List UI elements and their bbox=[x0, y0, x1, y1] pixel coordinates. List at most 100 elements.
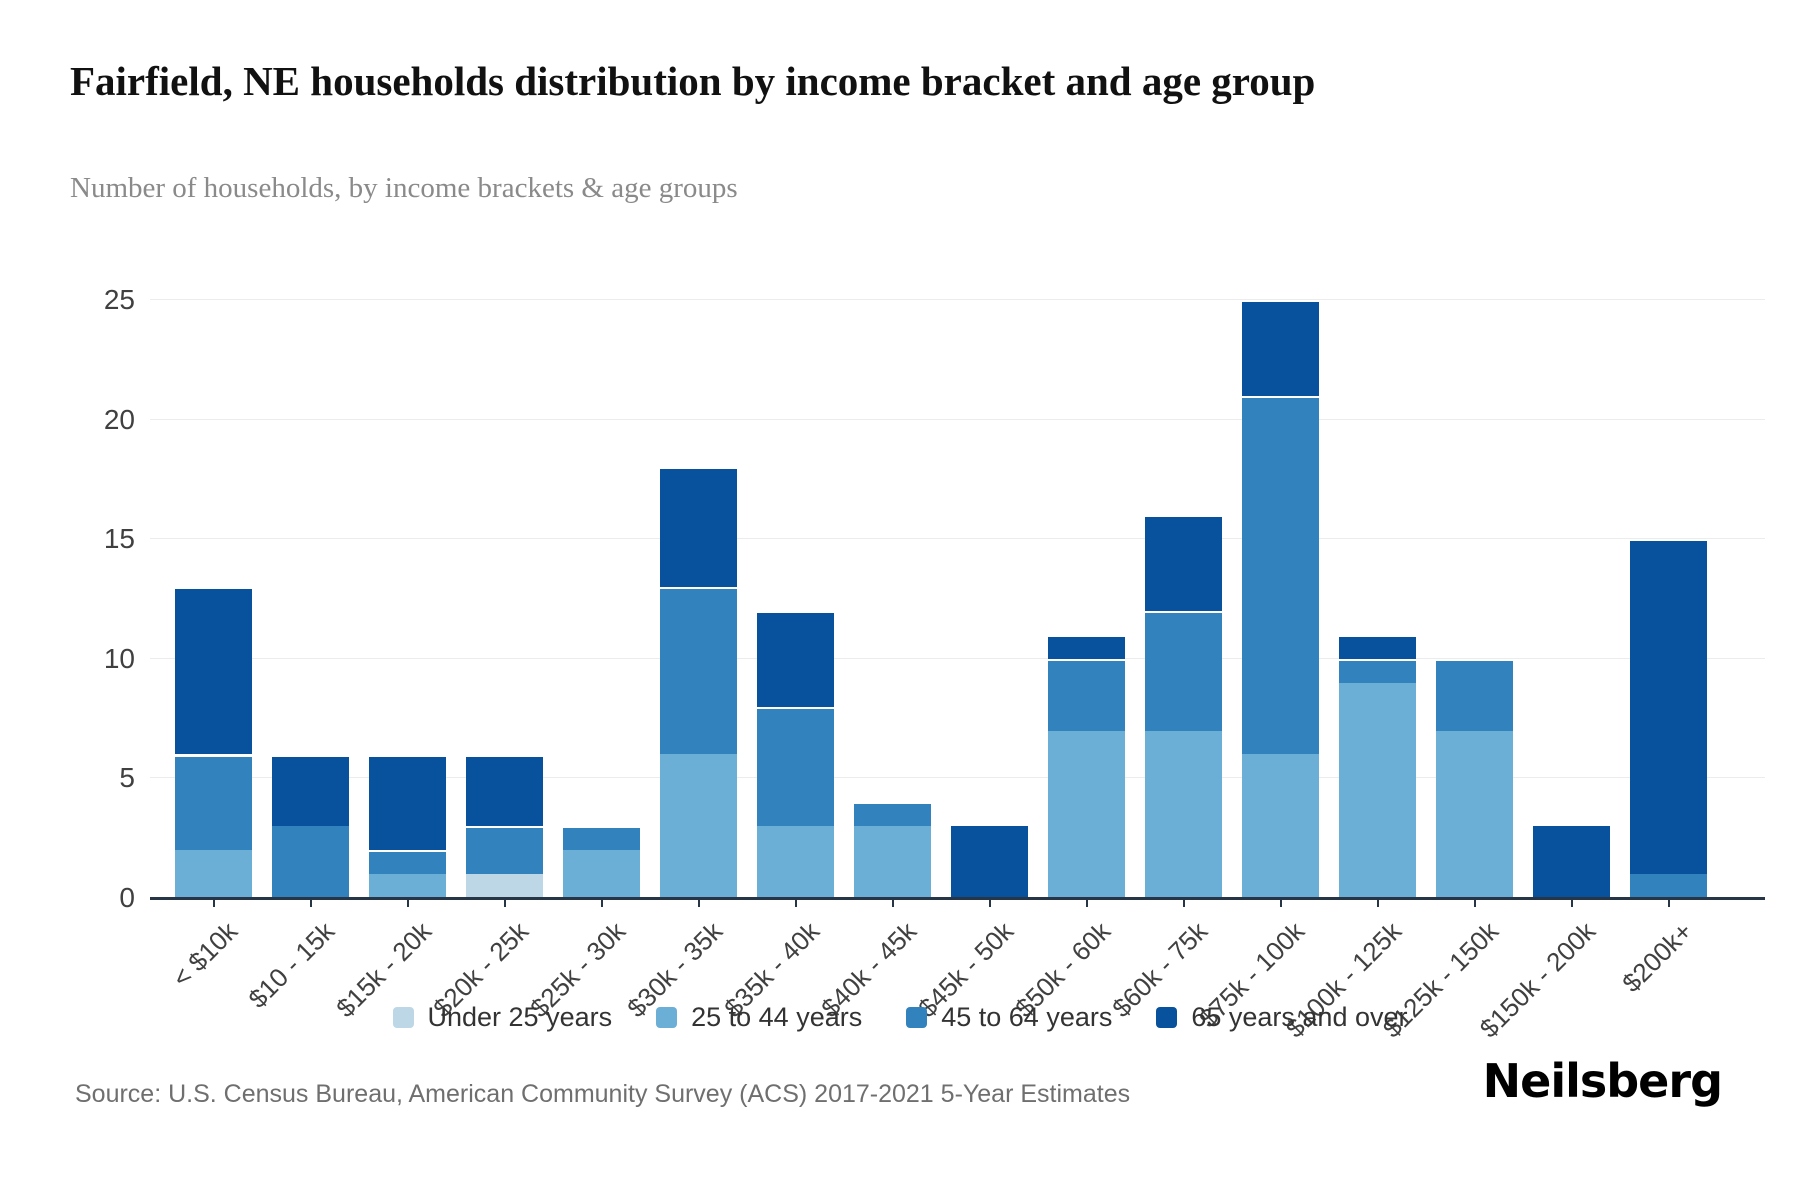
bar-segment-25-to-44-years[interactable] bbox=[1339, 682, 1416, 898]
bar-segment-45-to-64-years[interactable] bbox=[1048, 658, 1125, 731]
gridline-10 bbox=[150, 657, 1765, 659]
brand-logo: Neilsberg bbox=[1482, 1054, 1723, 1108]
bar-segment-25-to-44-years[interactable] bbox=[1145, 730, 1222, 898]
x-tick bbox=[794, 900, 797, 907]
x-tick bbox=[891, 900, 894, 907]
bar-segment-45-to-64-years[interactable] bbox=[175, 754, 252, 851]
bar-segment-45-to-64-years[interactable] bbox=[660, 587, 737, 755]
y-tick-label-5: 5 bbox=[119, 762, 135, 794]
x-tick bbox=[503, 900, 506, 907]
bar-$100k - 125k[interactable] bbox=[1339, 300, 1416, 898]
bar-segment-45-to-64-years[interactable] bbox=[466, 826, 543, 875]
bar-$15k - 20k[interactable] bbox=[369, 300, 446, 898]
bar-$25k - 30k[interactable] bbox=[563, 300, 640, 898]
bar-segment-65-years-and-over[interactable] bbox=[1630, 539, 1707, 875]
bar-$75k - 100k[interactable] bbox=[1242, 300, 1319, 898]
legend-item-25-to-44-years[interactable]: 25 to 44 years bbox=[656, 1002, 862, 1033]
y-tick-label-15: 15 bbox=[103, 523, 135, 555]
bar-segment-65-years-and-over[interactable] bbox=[175, 587, 252, 755]
bar-segment-65-years-and-over[interactable] bbox=[951, 826, 1028, 898]
gridline-20 bbox=[150, 418, 1765, 420]
legend-label: Under 25 years bbox=[427, 1002, 613, 1032]
bar-segment-65-years-and-over[interactable] bbox=[1145, 515, 1222, 611]
legend: Under 25 years 25 to 44 years 45 to 64 yea… bbox=[0, 1002, 1800, 1033]
bar-< $10k[interactable] bbox=[175, 300, 252, 898]
bar-segment-45-to-64-years[interactable] bbox=[1145, 610, 1222, 731]
page-title: Fairfield, NE households distribution by… bbox=[70, 58, 1316, 104]
bar-$150k - 200k[interactable] bbox=[1533, 300, 1610, 898]
x-tick bbox=[988, 900, 991, 907]
bar-segment-25-to-44-years[interactable] bbox=[1048, 730, 1125, 898]
bar-segment-45-to-64-years[interactable] bbox=[854, 802, 931, 827]
x-tick bbox=[1182, 900, 1185, 907]
bar-segment-45-to-64-years[interactable] bbox=[1339, 658, 1416, 683]
plot-area bbox=[150, 299, 1765, 907]
gridline-15 bbox=[150, 538, 1765, 540]
bar-$200k+[interactable] bbox=[1630, 300, 1707, 898]
bar-$60k - 75k[interactable] bbox=[1145, 300, 1222, 898]
bar-segment-45-to-64-years[interactable] bbox=[757, 706, 834, 827]
bar-segment-25-to-44-years[interactable] bbox=[563, 850, 640, 898]
bar-$30k - 35k[interactable] bbox=[660, 300, 737, 898]
legend-label: 65 years and over bbox=[1191, 1002, 1408, 1032]
bar-segment-45-to-64-years[interactable] bbox=[272, 826, 349, 898]
bar-segment-65-years-and-over[interactable] bbox=[1533, 826, 1610, 898]
bar-segment-45-to-64-years[interactable] bbox=[1242, 395, 1319, 755]
bar-segment-65-years-and-over[interactable] bbox=[757, 610, 834, 707]
legend-label: 45 to 64 years bbox=[941, 1002, 1113, 1032]
bar-$125k - 150k[interactable] bbox=[1436, 300, 1513, 898]
x-tick bbox=[1085, 900, 1088, 907]
bar-segment-45-to-64-years[interactable] bbox=[563, 826, 640, 851]
bar-segment-25-to-44-years[interactable] bbox=[660, 754, 737, 898]
x-tick bbox=[1473, 900, 1476, 907]
bar-segment-25-to-44-years[interactable] bbox=[854, 826, 931, 898]
bar-segment-45-to-64-years[interactable] bbox=[1436, 658, 1513, 731]
bar-segment-25-to-44-years[interactable] bbox=[1436, 730, 1513, 898]
source-note: Source: U.S. Census Bureau, American Com… bbox=[75, 1080, 1131, 1108]
bar-$35k - 40k[interactable] bbox=[757, 300, 834, 898]
bar-segment-45-to-64-years[interactable] bbox=[369, 850, 446, 875]
bar-segment-65-years-and-over[interactable] bbox=[272, 754, 349, 827]
bar-$40k - 45k[interactable] bbox=[854, 300, 931, 898]
legend-item-under-25-years[interactable]: Under 25 years bbox=[392, 1002, 613, 1033]
bar-$20k - 25k[interactable] bbox=[466, 300, 543, 898]
x-tick bbox=[1279, 900, 1282, 907]
legend-swatch-icon bbox=[392, 1007, 414, 1028]
bar-segment-25-to-44-years[interactable] bbox=[757, 826, 834, 898]
bar-segment-65-years-and-over[interactable] bbox=[660, 467, 737, 588]
bar-segment-45-to-64-years[interactable] bbox=[1630, 874, 1707, 898]
bar-segment-65-years-and-over[interactable] bbox=[1339, 634, 1416, 659]
bar-segment-65-years-and-over[interactable] bbox=[1048, 634, 1125, 659]
bar-segment-25-to-44-years[interactable] bbox=[369, 874, 446, 898]
x-tick bbox=[1570, 900, 1573, 907]
legend-swatch-icon bbox=[1156, 1007, 1178, 1028]
legend-item-45-to-64-years[interactable]: 45 to 64 years bbox=[906, 1002, 1112, 1033]
y-tick-label-20: 20 bbox=[103, 403, 135, 435]
x-tick bbox=[600, 900, 603, 907]
y-tick-label-25: 25 bbox=[103, 284, 135, 315]
legend-swatch-icon bbox=[656, 1007, 678, 1028]
x-tick bbox=[406, 900, 409, 907]
bar-$50k - 60k[interactable] bbox=[1048, 300, 1125, 898]
bar-segment-25-to-44-years[interactable] bbox=[175, 850, 252, 898]
x-tick bbox=[1376, 900, 1379, 907]
page-subtitle: Number of households, by income brackets… bbox=[70, 172, 738, 204]
x-axis-line bbox=[150, 897, 1765, 900]
x-tick bbox=[212, 900, 215, 907]
bar-segment-under-25-years[interactable] bbox=[466, 874, 543, 898]
bar-$45k - 50k[interactable] bbox=[951, 300, 1028, 898]
x-tick bbox=[309, 900, 312, 907]
bar-segment-65-years-and-over[interactable] bbox=[1242, 300, 1319, 396]
x-tick bbox=[1667, 900, 1670, 907]
bar-segment-25-to-44-years[interactable] bbox=[1242, 754, 1319, 898]
legend-label: 25 to 44 years bbox=[691, 1002, 863, 1032]
bar-segment-65-years-and-over[interactable] bbox=[466, 754, 543, 827]
legend-swatch-icon bbox=[906, 1007, 928, 1028]
y-tick-label-0: 0 bbox=[119, 882, 135, 913]
bar-$10 - 15k[interactable] bbox=[272, 300, 349, 898]
bar-segment-65-years-and-over[interactable] bbox=[369, 754, 446, 851]
x-tick bbox=[697, 900, 700, 907]
y-tick-label-10: 10 bbox=[103, 642, 135, 674]
legend-item-65-years-and-over[interactable]: 65 years and over bbox=[1156, 1002, 1408, 1033]
